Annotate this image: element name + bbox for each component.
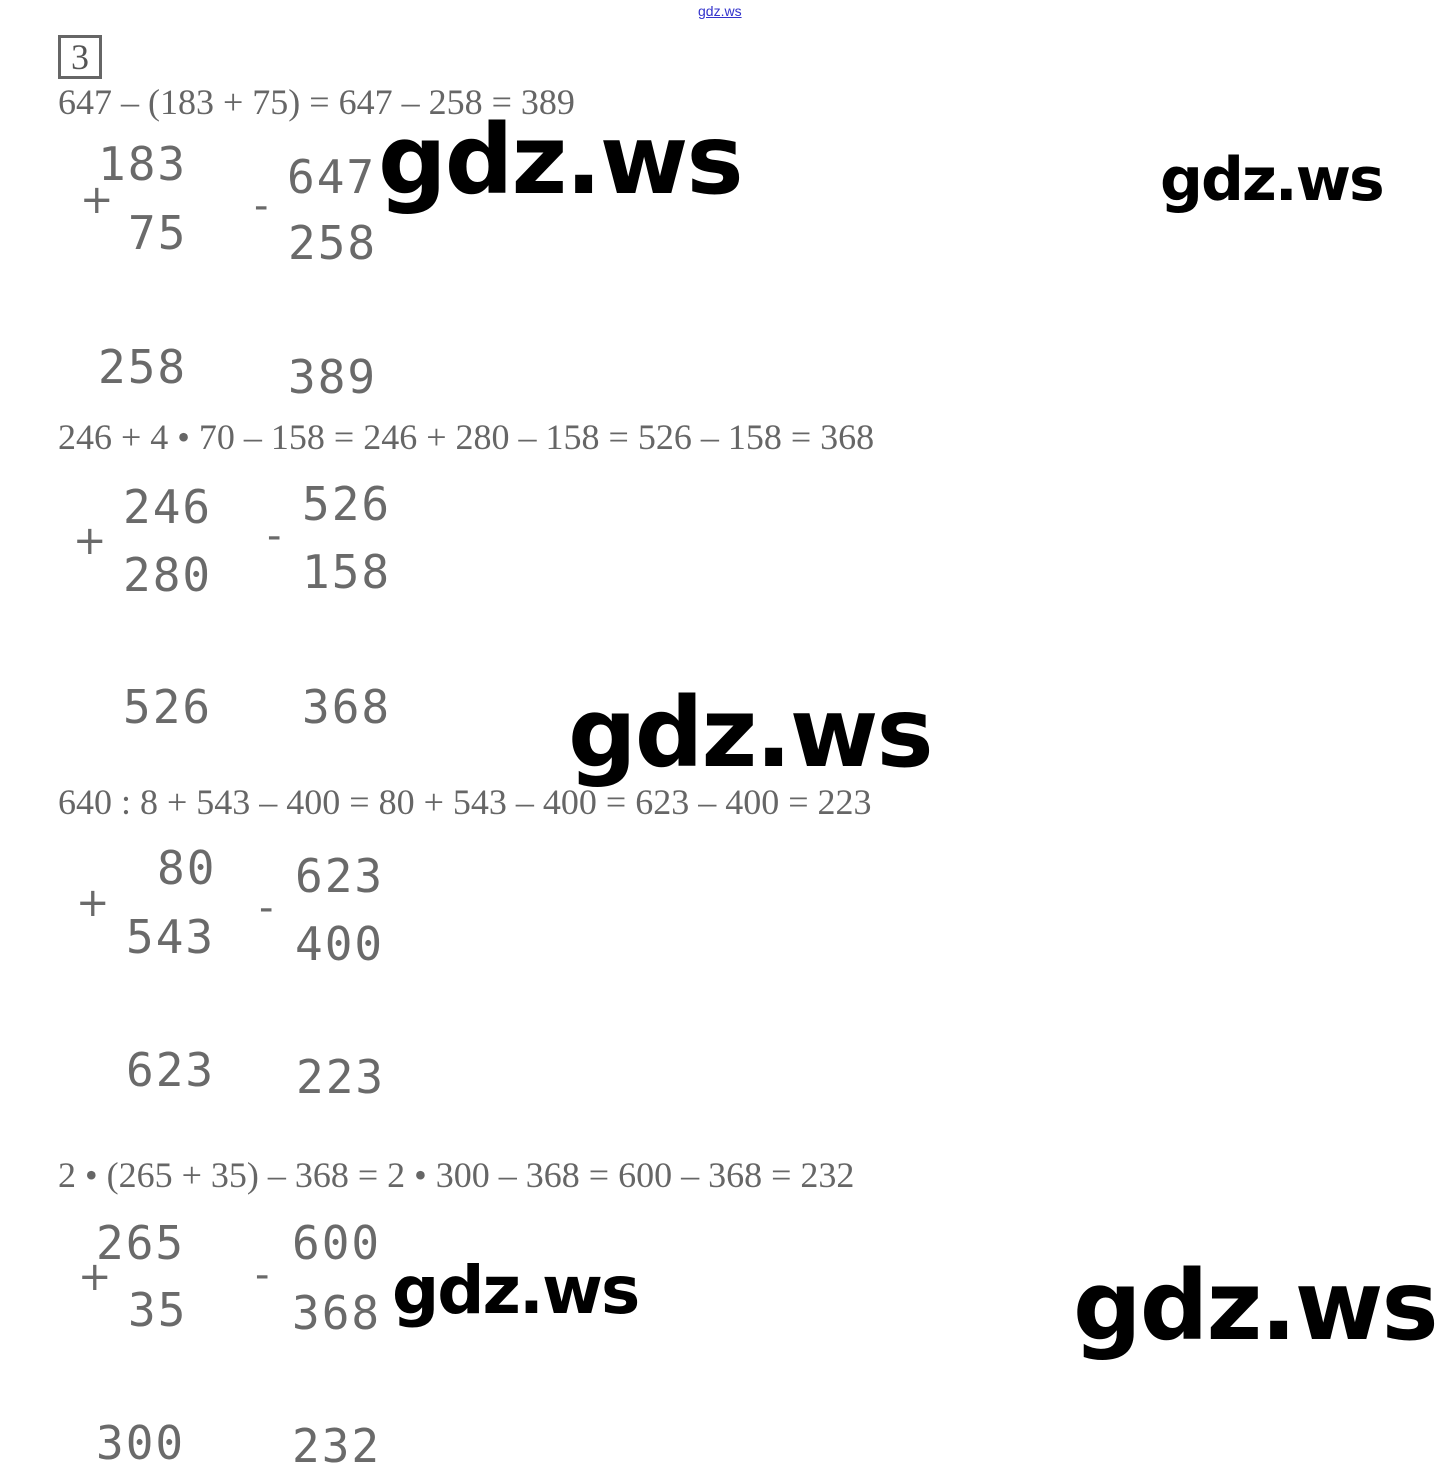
sub-4-a: 600 xyxy=(292,1216,382,1270)
add-1-b: 75 xyxy=(128,206,188,260)
task-number: 3 xyxy=(58,35,102,79)
equation-4: 2 • (265 + 35) – 368 = 2 • 300 – 368 = 6… xyxy=(58,1155,855,1195)
sub-1-b: 258 xyxy=(288,216,378,270)
minus-sign: - xyxy=(267,513,282,559)
sub-4-b: 368 xyxy=(292,1286,382,1340)
minus-sign: - xyxy=(254,183,269,229)
add-2-a: 246 xyxy=(123,480,213,534)
minus-sign: - xyxy=(259,885,274,931)
plus-sign: + xyxy=(78,1254,112,1300)
add-3-result: 623 xyxy=(126,1043,216,1097)
sub-2-b: 158 xyxy=(302,545,392,599)
watermark: gdz.ws xyxy=(378,104,744,216)
sub-3-a: 623 xyxy=(295,849,385,903)
add-2-b: 280 xyxy=(123,548,213,602)
sub-1-result: 389 xyxy=(288,350,378,404)
add-1-result: 258 xyxy=(98,340,188,394)
add-4-a: 265 xyxy=(96,1216,186,1270)
watermark: gdz.ws xyxy=(568,677,934,789)
plus-sign: + xyxy=(76,880,110,926)
sub-4-result: 232 xyxy=(292,1419,382,1473)
add-2-result: 526 xyxy=(123,680,213,734)
add-4-b: 35 xyxy=(128,1283,188,1337)
equation-1: 647 – (183 + 75) = 647 – 258 = 389 xyxy=(58,82,575,122)
add-4-result: 300 xyxy=(96,1416,186,1470)
watermark: gdz.ws xyxy=(392,1252,640,1329)
sub-2-a: 526 xyxy=(302,477,392,531)
plus-sign: + xyxy=(73,518,107,564)
equation-2: 246 + 4 • 70 – 158 = 246 + 280 – 158 = 5… xyxy=(58,417,875,457)
add-1-a: 183 xyxy=(98,137,188,191)
minus-sign: - xyxy=(255,1252,270,1298)
site-link[interactable]: gdz.ws xyxy=(698,3,742,19)
add-3-b: 543 xyxy=(126,910,216,964)
watermark: gdz.ws xyxy=(1073,1250,1439,1362)
plus-sign: + xyxy=(80,177,114,223)
sub-2-result: 368 xyxy=(302,680,392,734)
equation-3: 640 : 8 + 543 – 400 = 80 + 543 – 400 = 6… xyxy=(58,782,872,822)
watermark: gdz.ws xyxy=(1160,145,1385,215)
add-3-a: 80 xyxy=(157,841,217,895)
sub-1-a: 647 xyxy=(287,150,377,204)
sub-3-result: 223 xyxy=(296,1050,386,1104)
sub-3-b: 400 xyxy=(295,917,385,971)
